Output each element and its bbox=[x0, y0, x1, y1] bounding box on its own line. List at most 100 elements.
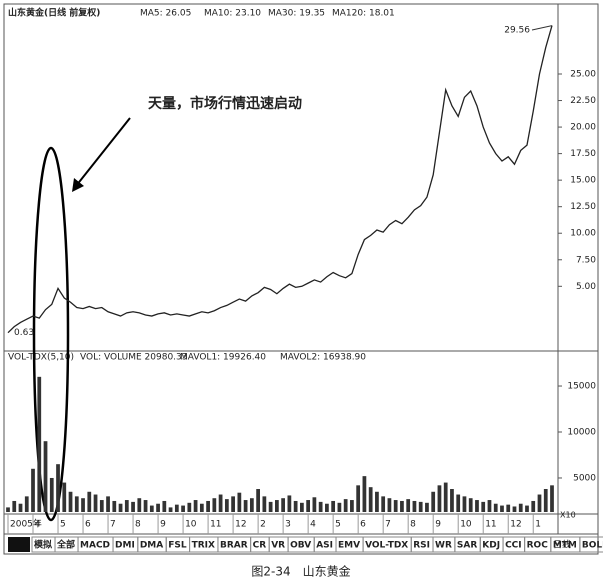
price-line bbox=[7, 25, 553, 334]
tab-label[interactable]: DMA bbox=[140, 541, 163, 551]
volume-bar bbox=[525, 505, 529, 512]
low-label: 0.63 bbox=[14, 328, 34, 338]
volume-bar bbox=[174, 504, 179, 512]
tab-label[interactable]: 全部 bbox=[56, 539, 75, 551]
volume-bar bbox=[362, 476, 367, 512]
volume-bar bbox=[156, 503, 160, 512]
y-tick-label: 22.50 bbox=[570, 96, 596, 106]
volume-bar bbox=[287, 495, 292, 512]
x-tick-label: 2 bbox=[260, 520, 266, 530]
volume-indicator: MAVOL2: 16938.90 bbox=[280, 353, 366, 363]
volume-bar bbox=[112, 500, 117, 512]
x-tick-label: 3 bbox=[285, 520, 291, 530]
tab-label[interactable]: SAR bbox=[457, 541, 477, 551]
volume-bar bbox=[262, 496, 267, 512]
volume-bar bbox=[468, 498, 473, 512]
x-tick-label: 8 bbox=[135, 520, 141, 530]
volume-bar bbox=[462, 496, 467, 512]
volume-bar bbox=[199, 503, 204, 512]
volume-bar bbox=[6, 507, 10, 512]
volume-bar bbox=[493, 503, 498, 512]
tab-label[interactable]: BOLL bbox=[582, 541, 603, 551]
volume-bar bbox=[450, 489, 454, 512]
tab-border bbox=[579, 536, 603, 553]
x-tick-label: 5 bbox=[60, 520, 66, 530]
volume-bar bbox=[431, 491, 436, 512]
tab-label[interactable]: BRAR bbox=[220, 541, 248, 551]
tab-label[interactable]: MTM bbox=[553, 541, 577, 551]
volume-bar bbox=[343, 499, 348, 512]
x-tick-label: 4 bbox=[310, 520, 316, 530]
y-tick-label: 10000 bbox=[567, 428, 596, 438]
tab-label[interactable]: CCI bbox=[505, 541, 522, 551]
y-tick-label: 5.00 bbox=[576, 282, 596, 292]
ma-indicator: MA120: 18.01 bbox=[332, 9, 395, 19]
tab-label[interactable]: EMV bbox=[338, 541, 360, 551]
volume-bar bbox=[93, 494, 98, 512]
tab-label[interactable]: OBV bbox=[290, 541, 311, 551]
volume-bar bbox=[243, 500, 248, 512]
volume-bar bbox=[131, 501, 135, 512]
volume-bar bbox=[543, 489, 548, 512]
volume-bar bbox=[187, 502, 192, 512]
x-tick-label: 5 bbox=[335, 520, 341, 530]
tab-label[interactable]: KDJ bbox=[482, 541, 500, 551]
volume-bar bbox=[356, 485, 361, 512]
volume-bar bbox=[381, 496, 386, 512]
volume-bar bbox=[193, 500, 198, 512]
caption: 图2-34 山东黄金 bbox=[251, 564, 350, 579]
y-tick-label: 20.00 bbox=[570, 123, 596, 133]
volume-bar bbox=[162, 500, 167, 512]
volume-bar bbox=[331, 500, 336, 512]
tab-label[interactable]: FSL bbox=[168, 541, 187, 551]
volume-bar bbox=[118, 503, 123, 512]
volume-bar bbox=[406, 499, 411, 512]
tab-label[interactable]: MACD bbox=[80, 541, 110, 551]
tab-label[interactable]: VOL-TDX bbox=[365, 541, 408, 551]
tab-label[interactable]: VR bbox=[271, 541, 285, 551]
arrow bbox=[75, 117, 131, 187]
tab-label[interactable]: TRIX bbox=[192, 541, 215, 551]
volume-bar bbox=[224, 499, 229, 512]
volume-title: VOL-TDX(5,10) bbox=[8, 353, 74, 363]
period-label[interactable]: 日线 bbox=[553, 539, 571, 551]
volume-bar bbox=[418, 501, 423, 512]
volume-bar bbox=[487, 500, 492, 512]
tab-label[interactable]: ROC bbox=[527, 541, 549, 551]
tab-label[interactable]: 模拟 bbox=[34, 539, 52, 551]
y-tick-label: 10.00 bbox=[570, 229, 596, 239]
y-tick-label: 15.00 bbox=[570, 176, 596, 186]
tab[interactable]: BOLL bbox=[579, 536, 603, 553]
volume-bar bbox=[412, 500, 417, 512]
volume-bar bbox=[537, 494, 542, 512]
x-tick-label: 11 bbox=[210, 520, 221, 530]
volume-bar bbox=[137, 498, 142, 512]
frame bbox=[3, 3, 599, 555]
volume-bar bbox=[443, 482, 448, 512]
volume-bar bbox=[24, 496, 29, 512]
volume-indicator: MAVOL1: 19926.40 bbox=[180, 353, 266, 363]
tab-label[interactable]: ASI bbox=[316, 541, 333, 551]
volume-bar bbox=[181, 505, 185, 512]
volume-bar bbox=[550, 485, 554, 512]
volume-bar bbox=[425, 502, 429, 512]
volume-indicator: VOL: VOLUME 20980.33 bbox=[80, 353, 187, 363]
tab-label[interactable]: DMI bbox=[115, 541, 135, 551]
x-tick-label: 7 bbox=[110, 520, 116, 530]
tab-label[interactable]: RSI bbox=[413, 541, 430, 551]
high-label: 29.56 bbox=[504, 26, 530, 36]
x-tick-label: 8 bbox=[410, 520, 416, 530]
volume-bar bbox=[49, 477, 54, 512]
x-tick-label: 1 bbox=[535, 520, 541, 530]
volume-bar bbox=[481, 501, 486, 512]
tab-label[interactable]: WR bbox=[435, 541, 452, 551]
chart-title: 山东黄金(日线 前复权) bbox=[8, 7, 100, 19]
volume-bar bbox=[106, 496, 110, 512]
x-tick-label: 10 bbox=[460, 520, 472, 530]
volume-bar bbox=[387, 498, 392, 512]
volume-bar bbox=[318, 501, 323, 512]
tab-label[interactable]: CR bbox=[253, 541, 267, 551]
volume-bar bbox=[368, 487, 373, 512]
volume-bar bbox=[350, 500, 354, 512]
